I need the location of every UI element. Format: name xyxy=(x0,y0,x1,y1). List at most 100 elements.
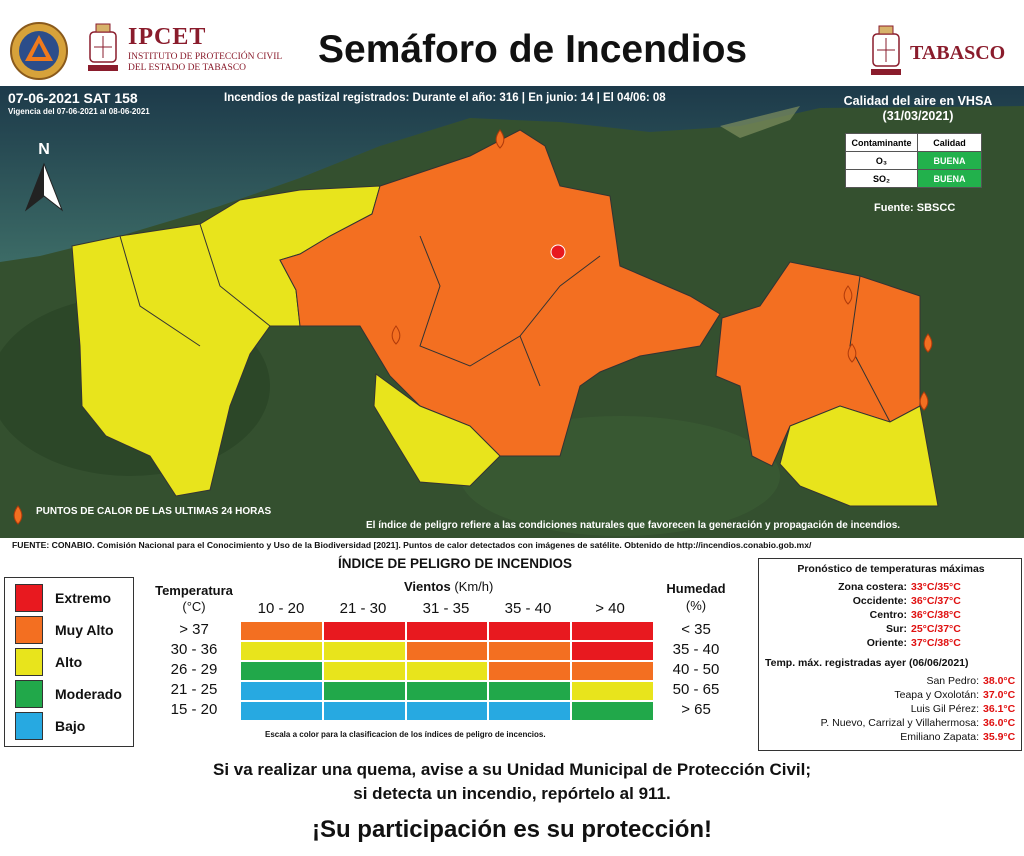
risk-cell-extremo xyxy=(571,641,654,661)
forecast-zone-row: Occidente: 36°C/37°C xyxy=(759,595,1023,609)
legend-swatch xyxy=(15,648,43,676)
header-quality: Calidad xyxy=(917,133,982,152)
wind-range-label: > 40 xyxy=(595,600,625,617)
wind-header: Vientos (Km/h) xyxy=(404,579,494,594)
temp-range-label: > 37 xyxy=(179,621,209,638)
zone-label: Occidente: xyxy=(852,595,907,607)
wind-range-label: 10 - 20 xyxy=(257,600,305,617)
ipcet-name: IPCET xyxy=(128,24,207,50)
risk-cell-bajo xyxy=(322,701,406,721)
risk-legend: Extremo Muy Alto Alto Moderado Bajo xyxy=(4,577,134,747)
header-pollutant: Contaminante xyxy=(845,133,918,152)
legend-swatch xyxy=(15,584,43,612)
risk-cell-bajo xyxy=(240,701,323,721)
temperature-forecast-panel: Pronóstico de temperaturas máximas Zona … xyxy=(758,558,1022,751)
station-label: Emiliano Zapata: xyxy=(900,731,979,743)
recorded-row: Luis Gil Pérez: 36.1°C xyxy=(759,703,1023,717)
header: IPCET INSTITUTO DE PROTECCIÓN CIVIL DEL … xyxy=(0,0,1024,86)
index-note: El índice de peligro refiere a las condi… xyxy=(366,520,901,531)
index-table-title: ÍNDICE DE PELIGRO DE INCENDIOS xyxy=(338,556,573,571)
legend-label: Moderado xyxy=(55,686,122,702)
temp-range-label: 26 - 29 xyxy=(170,661,218,678)
quality-o3: BUENA xyxy=(917,151,982,170)
page-title: Semáforo de Incendios xyxy=(318,28,748,71)
zone-label: Sur: xyxy=(886,623,907,635)
legend-swatch xyxy=(15,680,43,708)
zone-value: 37°C/38°C xyxy=(911,637,961,649)
recorded-row: Emiliano Zapata: 35.9°C xyxy=(759,731,1023,745)
station-value: 36.0°C xyxy=(983,717,1016,729)
proteccion-civil-logo xyxy=(10,22,68,80)
report-fire-message: si detecta un incendio, repórtelo al 911… xyxy=(353,784,671,803)
hotspots-label: PUNTOS DE CALOR DE LAS ULTIMAS 24 HORAS xyxy=(36,506,272,517)
forecast-zone-row: Zona costera: 33°C/35°C xyxy=(759,581,1023,595)
forecast-zone-row: Sur: 25°C/37°C xyxy=(759,623,1023,637)
risk-cell-muy-alto xyxy=(240,621,323,641)
validity-range: Vigencia del 07-06-2021 al 08-06-2021 xyxy=(8,107,150,116)
risk-cell-extremo xyxy=(322,621,406,641)
zone-label: Centro: xyxy=(869,609,907,621)
wind-range-label: 35 - 40 xyxy=(504,600,552,617)
risk-cell-bajo xyxy=(240,681,323,701)
recorded-row: Teapa y Oxolotán: 37.0°C xyxy=(759,689,1023,703)
pollutant-o3: O₃ xyxy=(845,151,918,170)
wind-range-label: 31 - 35 xyxy=(422,600,470,617)
source-line: FUENTE: CONABIO. Comisión Nacional para … xyxy=(12,540,812,550)
air-quality-title: Calidad del aire en VHSA (31/03/2021) xyxy=(843,94,993,123)
temp-range-label: 15 - 20 xyxy=(170,701,218,718)
risk-cell-muy-alto xyxy=(405,641,489,661)
risk-cell-alto xyxy=(322,641,406,661)
risk-cell-moderado xyxy=(240,661,323,681)
temp-range-label: 30 - 36 xyxy=(170,641,218,658)
risk-cell-alto xyxy=(405,661,489,681)
tabasco-logo: TABASCO xyxy=(866,22,1016,80)
ipcet-logo: IPCET INSTITUTO DE PROTECCIÓN CIVIL DEL … xyxy=(86,20,306,78)
temperature-header: Temperatura xyxy=(155,583,233,598)
humidity-unit: (%) xyxy=(685,598,707,613)
station-value: 36.1°C xyxy=(983,703,1016,715)
risk-index-grid xyxy=(240,621,654,721)
risk-cell-extremo xyxy=(488,621,572,641)
humidity-range-label: 50 - 65 xyxy=(672,681,720,698)
recorded-row: San Pedro: 38.0°C xyxy=(759,675,1023,689)
fire-risk-map: 07-06-2021 SAT 158 Vigencia del 07-06-20… xyxy=(0,86,1024,538)
risk-cell-alto xyxy=(571,681,654,701)
zone-label: Oriente: xyxy=(866,637,907,649)
legend-swatch xyxy=(15,712,43,740)
temperature-unit: (°C) xyxy=(182,599,206,614)
map-date: 07-06-2021 SAT 158 xyxy=(8,90,138,106)
forecast-title: Pronóstico de temperaturas máximas xyxy=(797,563,985,575)
humidity-range-label: 40 - 50 xyxy=(672,661,720,678)
quality-so2: BUENA xyxy=(917,169,982,188)
slogan: ¡Su participación es su protección! xyxy=(311,816,713,843)
scale-note: Escala a color para la clasificacion de … xyxy=(265,730,546,739)
wind-range-label: 21 - 30 xyxy=(339,600,387,617)
station-label: San Pedro: xyxy=(926,675,979,687)
risk-cell-extremo xyxy=(405,621,489,641)
station-value: 35.9°C xyxy=(983,731,1016,743)
risk-cell-alto xyxy=(322,661,406,681)
risk-cell-moderado xyxy=(571,701,654,721)
station-label: Teapa y Oxolotán: xyxy=(894,689,979,701)
burn-notice-message: Si va realizar una quema, avise a su Uni… xyxy=(212,760,812,779)
north-arrow-icon: N xyxy=(24,141,64,212)
recorded-row: P. Nuevo, Carrizal y Villahermosa: 36.0°… xyxy=(759,717,1023,731)
zone-southeast-alto xyxy=(779,405,939,507)
pollutant-so2: SO₂ xyxy=(845,169,918,188)
hotspot-fire-icon xyxy=(550,244,566,260)
station-value: 38.0°C xyxy=(983,675,1016,687)
air-quality-table: Contaminante Calidad O₃ BUENA SO₂ BUENA xyxy=(845,133,982,188)
risk-cell-moderado xyxy=(405,681,489,701)
risk-cell-bajo xyxy=(488,701,572,721)
coat-of-arms-icon xyxy=(88,23,118,71)
zone-value: 36°C/37°C xyxy=(911,595,961,607)
legend-label: Alto xyxy=(55,654,83,670)
station-label: Luis Gil Pérez: xyxy=(910,703,979,715)
zone-label: Zona costera: xyxy=(838,581,907,593)
forecast-zone-row: Oriente: 37°C/38°C xyxy=(759,637,1023,651)
risk-cell-bajo xyxy=(405,701,489,721)
fire-count-summary: Incendios de pastizal registrados: Duran… xyxy=(224,92,666,104)
fire-icon xyxy=(13,129,933,525)
legend-swatch xyxy=(15,616,43,644)
svg-text:N: N xyxy=(38,141,50,158)
